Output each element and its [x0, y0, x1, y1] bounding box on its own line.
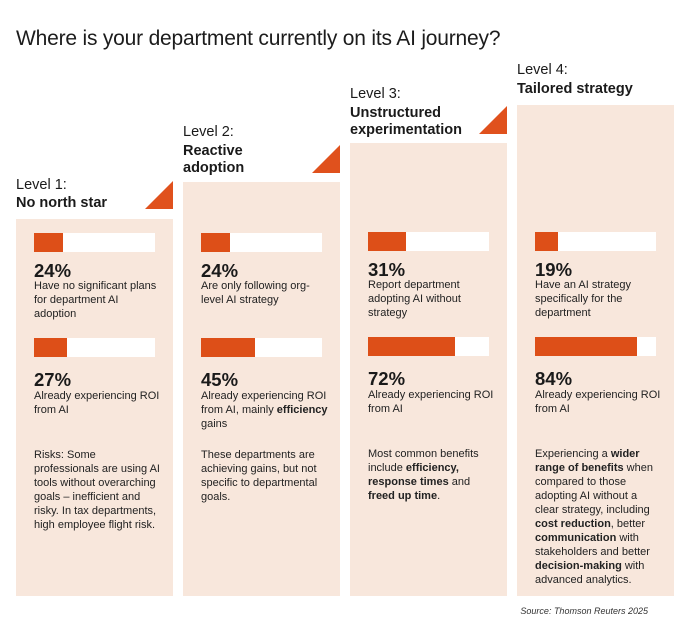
level-1-bar-1-fill [34, 233, 64, 252]
level-2-bar-1-fill [201, 233, 231, 252]
level-1-label: Level 1: [16, 177, 67, 193]
level-4-label: Level 4: [517, 62, 568, 78]
level-1-name: No north star [16, 195, 108, 211]
source-note: Source: Thomson Reuters 2025 [520, 606, 648, 616]
level-2-name: Reactive adoption [183, 143, 245, 176]
level-3-note: Most common benefits include efficiency,… [368, 448, 479, 502]
level-1-panel: 24% Have no significant plans for depart… [16, 219, 173, 596]
level-2-label: Level 2: [183, 124, 234, 140]
chart-title: Where is your department currently on it… [16, 27, 501, 50]
level-4-panel: 19% Have an AI strategy specifically for… [517, 105, 674, 596]
level-3-bar-2-fill [368, 337, 456, 356]
level-3-panel: 31% Report department adopting AI withou… [350, 143, 507, 596]
level-2-arrow-icon [312, 145, 340, 173]
level-2-bar-2 [201, 338, 322, 357]
level-3-stat-2-value: 72% [368, 368, 406, 389]
level-3-name: Unstructured experimentation [350, 105, 462, 138]
level-2-stat-1-value: 24% [201, 260, 239, 281]
level-3-column: Level 3: Unstructured experimentation 31… [350, 86, 507, 596]
level-1-arrow-icon [145, 181, 173, 209]
level-3-bar-1 [368, 232, 489, 251]
level-3-heading: Level 3: Unstructured experimentation [350, 86, 475, 139]
level-3-stat-1-text: Report department adopting AI without st… [368, 279, 461, 319]
level-1-stat-2-value: 27% [34, 369, 72, 390]
level-2-note: These departments are achieving gains, b… [201, 449, 318, 503]
level-1-stat-2-text: Already experiencing ROI from AI [34, 390, 160, 416]
level-2-stat-2-value: 45% [201, 369, 239, 390]
level-1-heading: Level 1: No north star [16, 177, 107, 212]
level-3-bar-1-fill [368, 232, 406, 251]
level-1-bar-2-fill [34, 338, 67, 357]
level-1-bar-2 [34, 338, 155, 357]
level-3-stat-1-value: 31% [368, 259, 406, 280]
level-4-bar-2 [535, 337, 656, 356]
level-4-note: Experiencing a wider range of benefits w… [535, 448, 653, 586]
level-3-arrow-icon [479, 106, 507, 134]
level-4-bar-1 [535, 232, 656, 251]
level-3-stat-2-text: Already experiencing ROI from AI [368, 389, 494, 415]
level-2-bar-2-fill [201, 338, 256, 357]
level-2-stat-2-text: Already experiencing ROI from AI, mainly… [201, 390, 328, 430]
level-1-bar-1 [34, 233, 155, 252]
level-2-stat-1-text: Are only following org-level AI strategy [201, 280, 310, 306]
level-4-stat-1-text: Have an AI strategy specifically for the… [535, 279, 631, 319]
level-4-stat-1-value: 19% [535, 259, 573, 280]
level-2-bar-1 [201, 233, 322, 252]
level-1-note: Risks: Some professionals are using AI t… [34, 449, 160, 531]
level-3-label: Level 3: [350, 86, 401, 102]
level-1-column: Level 1: No north star 24% Have no signi… [16, 175, 173, 596]
level-4-column: Level 4: Tailored strategy 19% Have an A… [517, 62, 674, 596]
level-4-stat-2-value: 84% [535, 368, 573, 389]
level-2-panel: 24% Are only following org-level AI stra… [183, 182, 340, 596]
level-4-name: Tailored strategy [517, 81, 633, 97]
level-4-bar-1-fill [535, 232, 558, 251]
level-2-heading: Level 2: Reactive adoption [183, 124, 273, 177]
level-4-stat-2-text: Already experiencing ROI from AI [535, 389, 661, 415]
level-4-heading: Level 4: Tailored strategy [517, 62, 633, 98]
level-4-bar-2-fill [535, 337, 637, 356]
level-3-bar-2 [368, 337, 489, 356]
level-2-column: Level 2: Reactive adoption 24% Are only … [183, 124, 340, 596]
level-1-stat-1-text: Have no significant plans for department… [34, 280, 157, 320]
level-1-stat-1-value: 24% [34, 260, 72, 281]
